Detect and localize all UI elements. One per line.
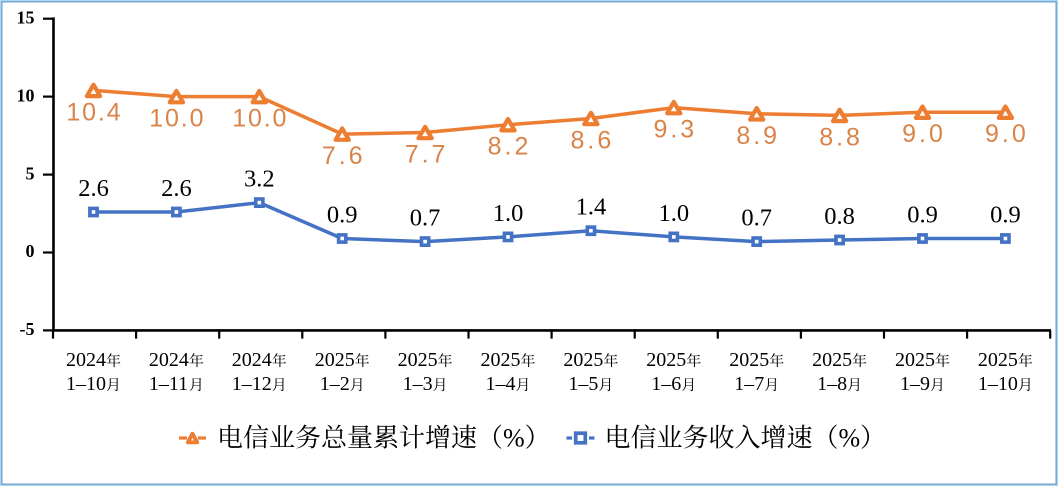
svg-text:9.0: 9.0 [985, 120, 1026, 148]
svg-text:10.0: 10.0 [149, 105, 203, 133]
svg-text:2024: 2024 [232, 349, 272, 371]
svg-text:8.6: 8.6 [571, 127, 612, 155]
svg-text:%: % [503, 424, 525, 453]
svg-text:2.6: 2.6 [161, 175, 192, 202]
svg-text:1–5: 1–5 [568, 373, 598, 395]
svg-text:1.4: 1.4 [576, 194, 607, 221]
svg-text:2025: 2025 [646, 349, 686, 371]
svg-text:15: 15 [17, 7, 35, 27]
svg-text:1–3: 1–3 [403, 373, 433, 395]
svg-text:0.9: 0.9 [327, 202, 358, 229]
svg-text:2025: 2025 [978, 349, 1018, 371]
svg-text:1–11: 1–11 [149, 373, 188, 395]
svg-text:0.8: 0.8 [824, 203, 855, 230]
svg-text:1.0: 1.0 [493, 200, 524, 227]
svg-text:2025: 2025 [729, 349, 769, 371]
svg-text:1–2: 1–2 [320, 373, 350, 395]
svg-text:9.3: 9.3 [653, 116, 694, 144]
svg-text:9.0: 9.0 [902, 120, 943, 148]
svg-text:8.9: 8.9 [736, 122, 777, 150]
svg-text:3.2: 3.2 [244, 166, 275, 193]
svg-text:10.4: 10.4 [66, 98, 120, 126]
svg-text:1–7: 1–7 [734, 373, 764, 395]
svg-text:%: % [839, 424, 861, 453]
svg-text:10: 10 [17, 85, 35, 105]
svg-text:1.0: 1.0 [658, 200, 689, 227]
svg-text:2025: 2025 [563, 349, 603, 371]
svg-text:1–6: 1–6 [651, 373, 681, 395]
svg-text:5: 5 [26, 163, 35, 183]
svg-text:2025: 2025 [315, 349, 355, 371]
svg-text:2.6: 2.6 [78, 175, 109, 202]
svg-text:2025: 2025 [481, 349, 521, 371]
svg-text:0.7: 0.7 [410, 205, 441, 232]
svg-text:7.6: 7.6 [322, 142, 363, 170]
svg-text:2025: 2025 [398, 349, 438, 371]
svg-text:1–8: 1–8 [817, 373, 847, 395]
svg-text:0.9: 0.9 [907, 202, 938, 229]
svg-text:0.9: 0.9 [990, 202, 1021, 229]
svg-text:1–10: 1–10 [978, 373, 1018, 395]
svg-text:2024: 2024 [66, 349, 106, 371]
svg-text:0.7: 0.7 [741, 205, 772, 232]
svg-text:-5: -5 [20, 319, 35, 339]
svg-text:8.8: 8.8 [819, 123, 860, 151]
svg-text:2025: 2025 [895, 349, 935, 371]
svg-text:7.7: 7.7 [405, 141, 446, 169]
svg-text:1–10: 1–10 [66, 373, 106, 395]
svg-text:1–12: 1–12 [232, 373, 272, 395]
svg-text:2025: 2025 [812, 349, 852, 371]
svg-text:10.0: 10.0 [232, 105, 286, 133]
svg-text:2024: 2024 [149, 349, 189, 371]
svg-text:1–4: 1–4 [486, 373, 516, 395]
svg-text:1–9: 1–9 [900, 373, 930, 395]
svg-text:0: 0 [26, 241, 35, 261]
svg-text:8.2: 8.2 [488, 133, 529, 161]
